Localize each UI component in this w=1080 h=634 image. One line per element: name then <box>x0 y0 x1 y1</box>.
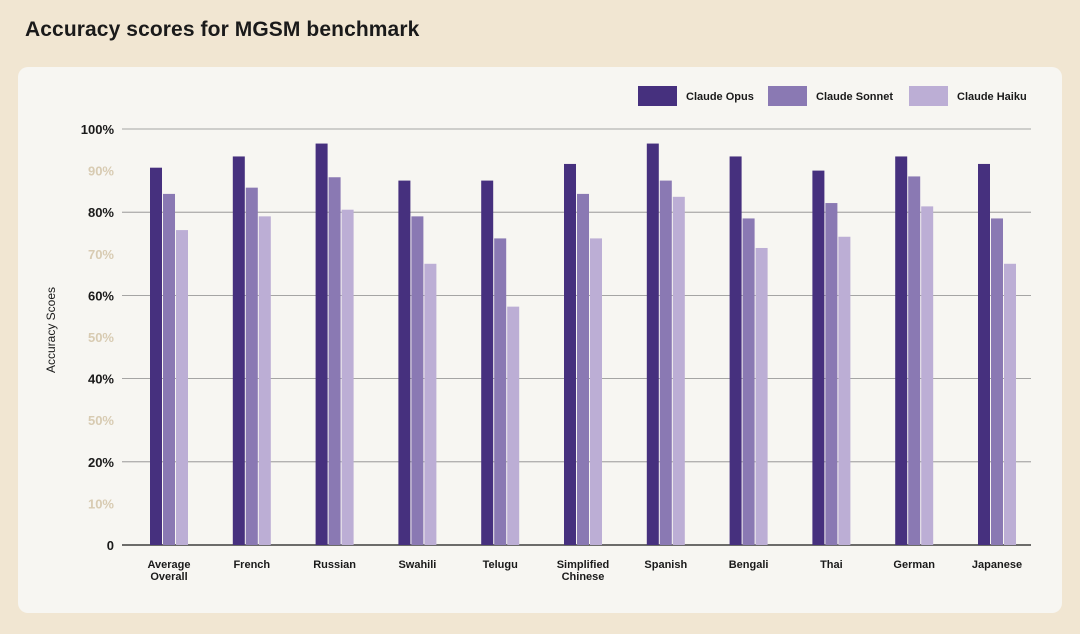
bar-claude-sonnet <box>577 193 589 545</box>
y-axis-label: Accuracy Scoes <box>44 287 58 373</box>
x-tick-label: French <box>233 559 270 571</box>
bar-claude-haiku <box>424 263 437 545</box>
bar-claude-haiku <box>176 230 188 545</box>
legend-label: Claude Sonnet <box>816 91 893 103</box>
y-tick-label: 50% <box>88 330 114 345</box>
bar-claude-haiku <box>507 306 520 545</box>
legend-label: Claude Haiku <box>957 91 1027 103</box>
bar-claude-haiku <box>755 247 768 545</box>
bar-claude-sonnet <box>908 176 921 545</box>
y-tick-label: 90% <box>88 164 114 179</box>
bar-claude-opus <box>646 143 659 545</box>
bar-claude-sonnet <box>328 177 341 546</box>
bar-claude-opus <box>315 143 328 545</box>
y-tick-label: 0 <box>107 538 114 553</box>
chart-card <box>18 67 1062 613</box>
y-tick-label: 100% <box>81 122 115 137</box>
bar-claude-opus <box>812 170 825 545</box>
bar-claude-sonnet <box>659 180 672 546</box>
x-tick-label: Swahili <box>398 559 436 571</box>
bar-claude-opus <box>978 163 990 545</box>
y-tick-label: 50% <box>88 413 114 428</box>
bar-claude-haiku <box>672 196 685 546</box>
x-tick-label: Spanish <box>644 559 687 571</box>
x-tick-label: Russian <box>313 559 356 571</box>
bar-claude-haiku <box>838 236 851 545</box>
legend-label: Claude Opus <box>686 91 754 103</box>
y-tick-label: 10% <box>88 496 114 511</box>
x-tick-label: German <box>893 559 935 571</box>
bar-claude-opus <box>564 163 576 545</box>
bars <box>150 143 1016 546</box>
x-tick-label: Japanese <box>972 559 1022 571</box>
bar-claude-haiku <box>341 209 354 546</box>
bar-claude-sonnet <box>991 218 1003 545</box>
bar-claude-sonnet <box>494 238 507 545</box>
x-tick-label: Telugu <box>483 559 518 571</box>
y-tick-label: 70% <box>88 247 114 262</box>
bar-claude-opus <box>150 167 162 546</box>
bar-claude-sonnet <box>742 218 755 545</box>
bar-claude-haiku <box>1004 263 1016 545</box>
gridlines <box>122 128 1031 546</box>
x-tick-label: Simplified Chinese <box>557 559 610 583</box>
legend-item-claude-haiku[interactable]: Claude Haiku <box>909 86 1027 106</box>
bar-claude-opus <box>895 156 908 545</box>
legend-item-claude-opus[interactable]: Claude Opus <box>638 86 754 106</box>
bar-claude-haiku <box>258 216 271 546</box>
x-tick-label: Bengali <box>729 559 769 571</box>
legend-swatch <box>909 86 948 106</box>
bar-claude-sonnet <box>245 187 258 545</box>
x-tick-label: Average Overall <box>147 559 190 583</box>
y-axis-ticks: 0 10% 20% 50% 40% 50% 60% 70% 80% 90% 100% <box>81 122 115 553</box>
bar-claude-opus <box>398 180 411 546</box>
legend-swatch <box>768 86 807 106</box>
legend-item-claude-sonnet[interactable]: Claude Sonnet <box>768 86 893 106</box>
y-tick-label: 40% <box>88 372 114 387</box>
x-axis-labels: Average Overall French Russian Swahili Telugu… <box>147 559 1022 583</box>
y-tick-label: 80% <box>88 205 114 220</box>
y-tick-label: 60% <box>88 288 114 303</box>
bar-claude-sonnet <box>163 193 175 545</box>
legend-swatch <box>638 86 677 106</box>
y-tick-label: 20% <box>88 455 114 470</box>
bar-claude-sonnet <box>411 216 424 546</box>
legend[interactable]: Claude Opus Claude Sonnet Claude Haiku <box>638 86 1027 106</box>
bar-claude-opus <box>481 180 494 546</box>
bar-claude-sonnet <box>825 203 838 545</box>
page-title: Accuracy scores for MGSM benchmark <box>25 18 420 41</box>
x-tick-label: Thai <box>820 559 843 571</box>
bar-claude-opus <box>232 156 245 545</box>
bar-claude-haiku <box>590 238 602 545</box>
bar-claude-opus <box>729 156 742 545</box>
bar-claude-haiku <box>921 206 934 545</box>
